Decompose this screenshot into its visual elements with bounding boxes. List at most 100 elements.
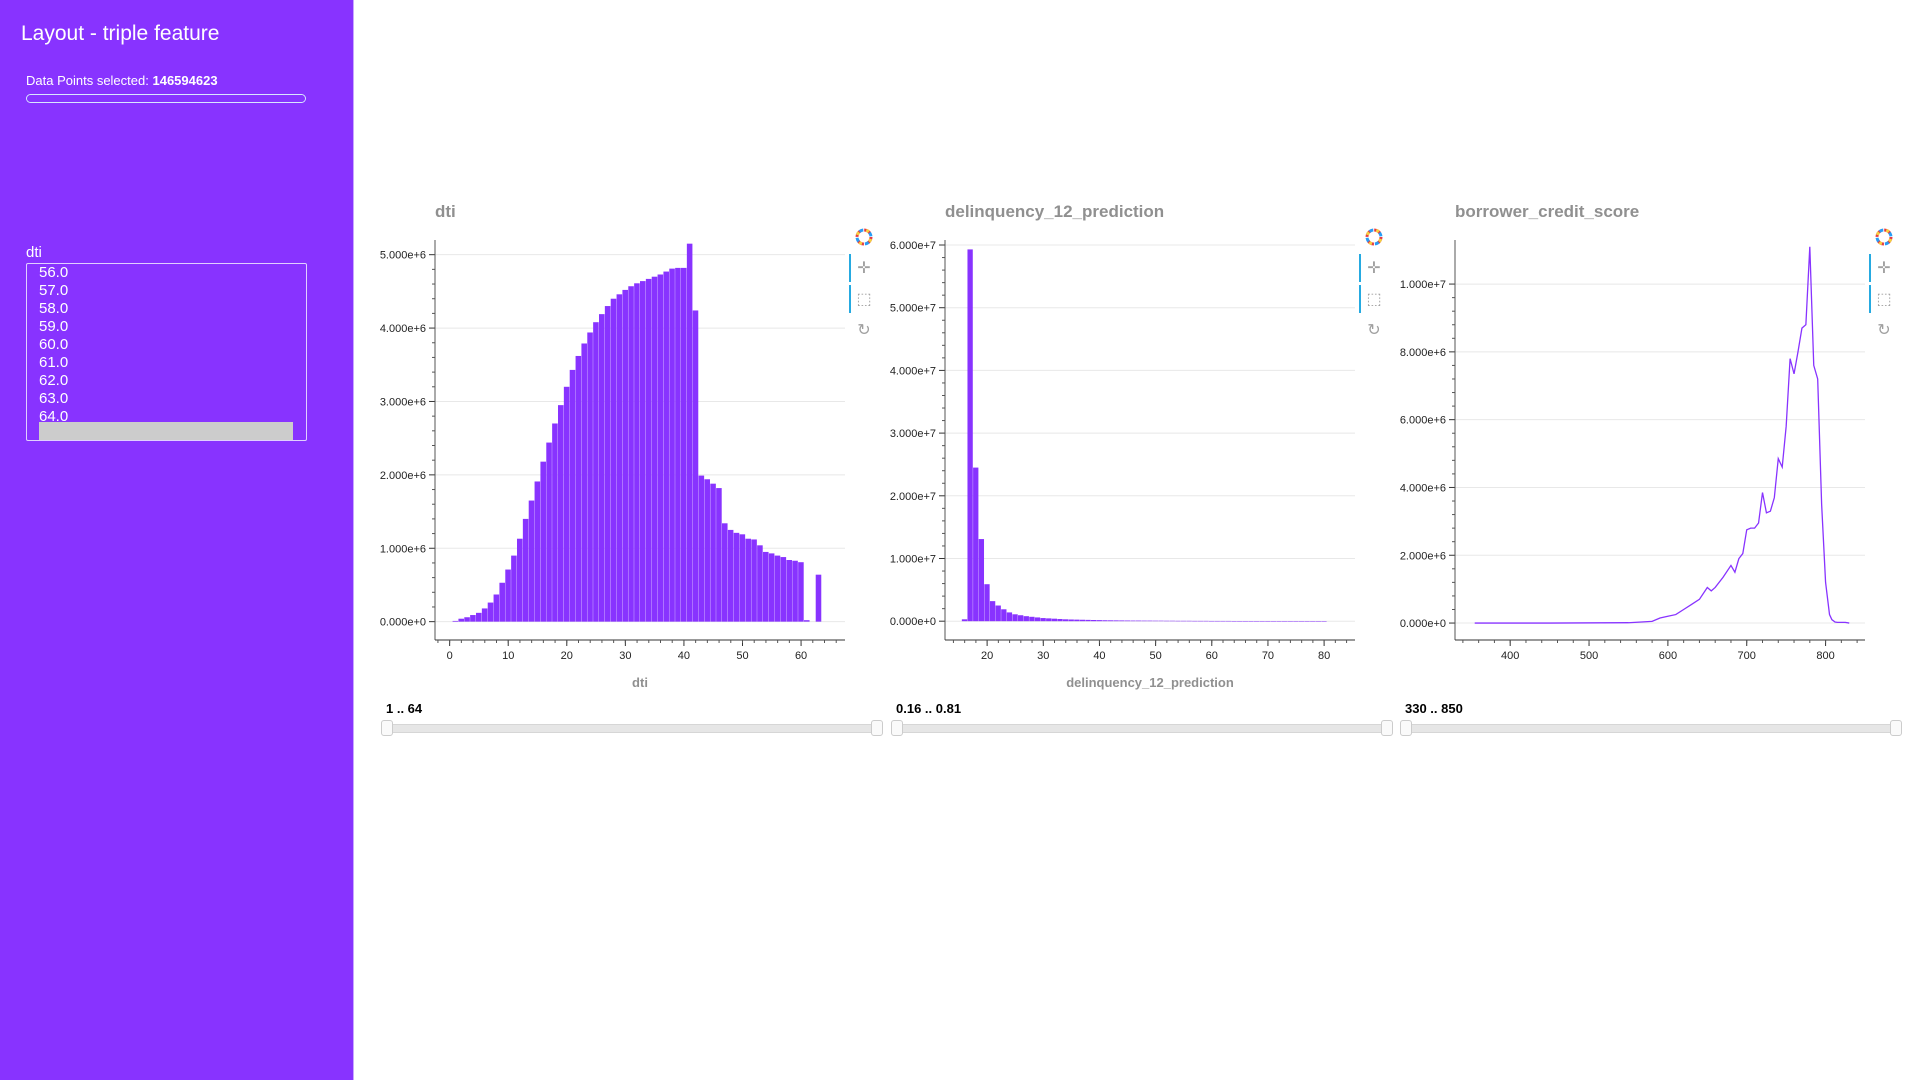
delinquency-12-prediction-y-tick-label: 5.000e+7 xyxy=(890,303,936,315)
list-item[interactable]: 59.0 xyxy=(39,318,69,335)
delinquency-12-prediction-x-axis-label: delinquency_12_prediction xyxy=(1066,675,1234,690)
dti-bar xyxy=(534,481,541,622)
dti-bar xyxy=(563,386,570,622)
dti-y-tick-label: 0.000e+0 xyxy=(380,617,426,629)
dti-bar xyxy=(651,276,658,622)
bokeh-logo-icon[interactable] xyxy=(1872,225,1896,249)
delinquency-12-prediction-bar xyxy=(1248,621,1254,622)
dti-slider-high-handle[interactable] xyxy=(871,720,883,736)
borrower-credit-score-y-tick-label: 0.000e+0 xyxy=(1400,618,1446,630)
dti-bar xyxy=(616,294,623,622)
delinquency-slider-high-handle[interactable] xyxy=(1381,720,1393,736)
dti-y-tick-label: 5.000e+6 xyxy=(380,250,426,262)
dti-x-axis-label: dti xyxy=(632,675,648,690)
delinquency-12-prediction-bar xyxy=(1259,621,1265,622)
dti-multiselect[interactable]: 56.0 57.0 58.0 59.0 60.0 61.0 62.0 63.0 … xyxy=(26,263,307,441)
list-item[interactable]: 56.0 xyxy=(39,264,69,281)
delinquency-12-prediction-bar xyxy=(1018,615,1024,622)
delinquency-12-prediction-bar xyxy=(1265,621,1271,622)
pan-icon[interactable]: ✛ xyxy=(1367,260,1381,277)
dti-slider-low-handle[interactable] xyxy=(381,720,393,736)
delinquency-histogram[interactable]: delinquency_12_prediction 0.000e+0 1.000e+… xyxy=(880,195,1390,695)
dti-histogram[interactable]: dti 0.000e+0 1.000e+6 2.000e+6 3.000e+6 4.000… xyxy=(370,195,880,695)
delinquency-12-prediction-bar xyxy=(973,467,979,622)
delinquency-12-prediction-bar xyxy=(1231,621,1237,622)
dti-bar xyxy=(517,538,523,622)
dti-bar xyxy=(768,553,775,622)
dti-bar xyxy=(628,286,634,622)
delinquency-12-prediction-bar xyxy=(1276,621,1282,622)
list-item[interactable]: 60.0 xyxy=(39,336,69,353)
delinquency-12-prediction-bar xyxy=(1012,614,1018,622)
dti-list-label: dti xyxy=(26,244,42,261)
delinquency-12-prediction-bar xyxy=(1051,618,1058,622)
bokeh-logo-icon[interactable] xyxy=(852,225,876,249)
dti-bar xyxy=(452,620,459,622)
credit-score-slider-high-handle[interactable] xyxy=(1890,720,1902,736)
delinquency-12-prediction-bar xyxy=(1169,620,1175,622)
dti-bar xyxy=(727,529,734,622)
reset-icon[interactable]: ↻ xyxy=(1367,322,1381,339)
dti-bar xyxy=(774,555,781,622)
dti-y-tick-label: 4.000e+6 xyxy=(380,323,426,335)
delinquency-12-prediction-bar xyxy=(967,249,973,622)
reset-icon[interactable]: ↻ xyxy=(1877,322,1891,339)
delinquency-12-prediction-bar xyxy=(995,605,1001,622)
delinquency-12-prediction-bar xyxy=(1040,618,1046,622)
delinquency-range-label: 0.16 .. 0.81 xyxy=(896,701,962,716)
dti-range-slider[interactable] xyxy=(381,720,883,736)
list-item[interactable]: 64.0 xyxy=(39,408,69,425)
dti-y-tick-label: 1.000e+6 xyxy=(380,543,426,555)
delinquency-12-prediction-bar xyxy=(1124,620,1131,622)
dti-bar xyxy=(657,274,664,622)
delinquency-12-prediction-bar xyxy=(1237,621,1243,622)
delinquency-12-prediction-bar xyxy=(1175,620,1181,622)
delinquency-12-prediction-bar xyxy=(1164,620,1170,622)
toolbar-active-indicator xyxy=(1359,254,1361,282)
credit-score-slider-low-handle[interactable] xyxy=(1400,720,1412,736)
bokeh-logo-icon[interactable] xyxy=(1362,225,1386,249)
delinquency-12-prediction-bar xyxy=(1068,619,1074,622)
dti-bar xyxy=(686,243,693,622)
dti-bar xyxy=(751,539,757,622)
dti-bar xyxy=(722,523,728,622)
delinquency-12-prediction-bar xyxy=(1197,620,1204,622)
dti-bar xyxy=(640,281,646,622)
delinquency-12-prediction-bar xyxy=(1001,609,1007,622)
delinquency-12-prediction-bar xyxy=(1113,620,1119,622)
dti-bar xyxy=(622,289,628,622)
list-item[interactable]: 62.0 xyxy=(39,372,69,389)
delinquency-slider-low-handle[interactable] xyxy=(891,720,903,736)
list-item[interactable]: 63.0 xyxy=(39,390,69,407)
delinquency-12-prediction-bar xyxy=(1321,621,1327,622)
reset-icon[interactable]: ↻ xyxy=(857,322,871,339)
box-select-icon[interactable]: ⬚ xyxy=(1876,291,1892,308)
box-select-icon[interactable]: ⬚ xyxy=(1366,291,1382,308)
delinquency-12-prediction-bar xyxy=(1046,618,1052,622)
data-points-value: 146594623 xyxy=(152,73,218,88)
list-item[interactable]: 58.0 xyxy=(39,300,69,317)
dti-bar xyxy=(575,355,582,622)
pan-icon[interactable]: ✛ xyxy=(857,260,871,277)
dti-bar xyxy=(733,532,740,622)
list-item[interactable]: 61.0 xyxy=(39,354,69,371)
delinquency-range-slider[interactable] xyxy=(891,720,1393,736)
dti-y-tick-label: 3.000e+6 xyxy=(380,396,426,408)
list-item[interactable]: 57.0 xyxy=(39,282,69,299)
data-points-label: Data Points selected: xyxy=(26,73,149,88)
box-select-icon[interactable]: ⬚ xyxy=(856,291,872,308)
credit-score-line-chart[interactable]: borrower_credit_score 0.000e+0 2.000e+6 4.0… xyxy=(1390,195,1900,695)
list-horizontal-scrollbar[interactable] xyxy=(39,422,293,440)
pan-icon[interactable]: ✛ xyxy=(1877,260,1891,277)
dti-bar xyxy=(634,283,640,622)
delinquency-12-prediction-bar xyxy=(1074,619,1080,622)
dti-bar xyxy=(798,562,804,622)
delinquency-12-prediction-bar xyxy=(1298,621,1305,622)
delinquency-12-prediction-bar xyxy=(1057,618,1063,622)
dti-bar xyxy=(593,322,599,622)
delinquency-12-prediction-bar xyxy=(978,539,985,622)
dti-bar xyxy=(675,267,681,622)
borrower-credit-score-y-tick-label: 6.000e+6 xyxy=(1400,415,1446,427)
credit-score-range-slider[interactable] xyxy=(1400,720,1902,736)
delinquency-12-prediction-bar xyxy=(1023,616,1029,622)
